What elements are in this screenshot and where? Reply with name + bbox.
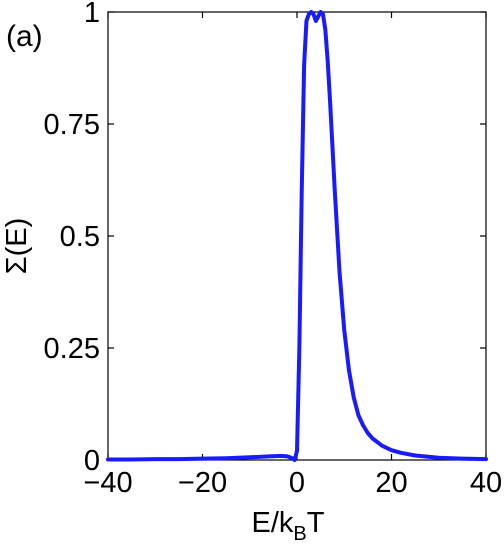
x-axis-label: E/kBT	[252, 507, 325, 545]
y-tick-label: 0.25	[44, 333, 100, 365]
x-tick-label: −20	[178, 467, 227, 499]
y-axis-label: Σ(E)	[1, 218, 33, 275]
x-axis-label-main: E/k	[252, 507, 294, 539]
x-tick-label: −40	[83, 467, 132, 499]
x-axis-label-subscript: B	[293, 523, 306, 545]
x-tick-label: 40	[470, 467, 502, 499]
x-tick-label: 0	[289, 467, 305, 499]
plot-area: −40 −20 0 20 40 0 0.25 0.5 0.75 1	[44, 0, 503, 499]
y-tick-label: 0	[84, 445, 100, 477]
y-tick-label: 0.5	[60, 221, 100, 253]
y-tick-label: 1	[84, 0, 100, 29]
y-tick-label: 0.75	[44, 109, 100, 141]
x-axis-label-tail: T	[307, 507, 325, 539]
panel-label: (a)	[6, 20, 43, 53]
x-tick-label: 20	[375, 467, 407, 499]
series-line	[106, 10, 488, 462]
